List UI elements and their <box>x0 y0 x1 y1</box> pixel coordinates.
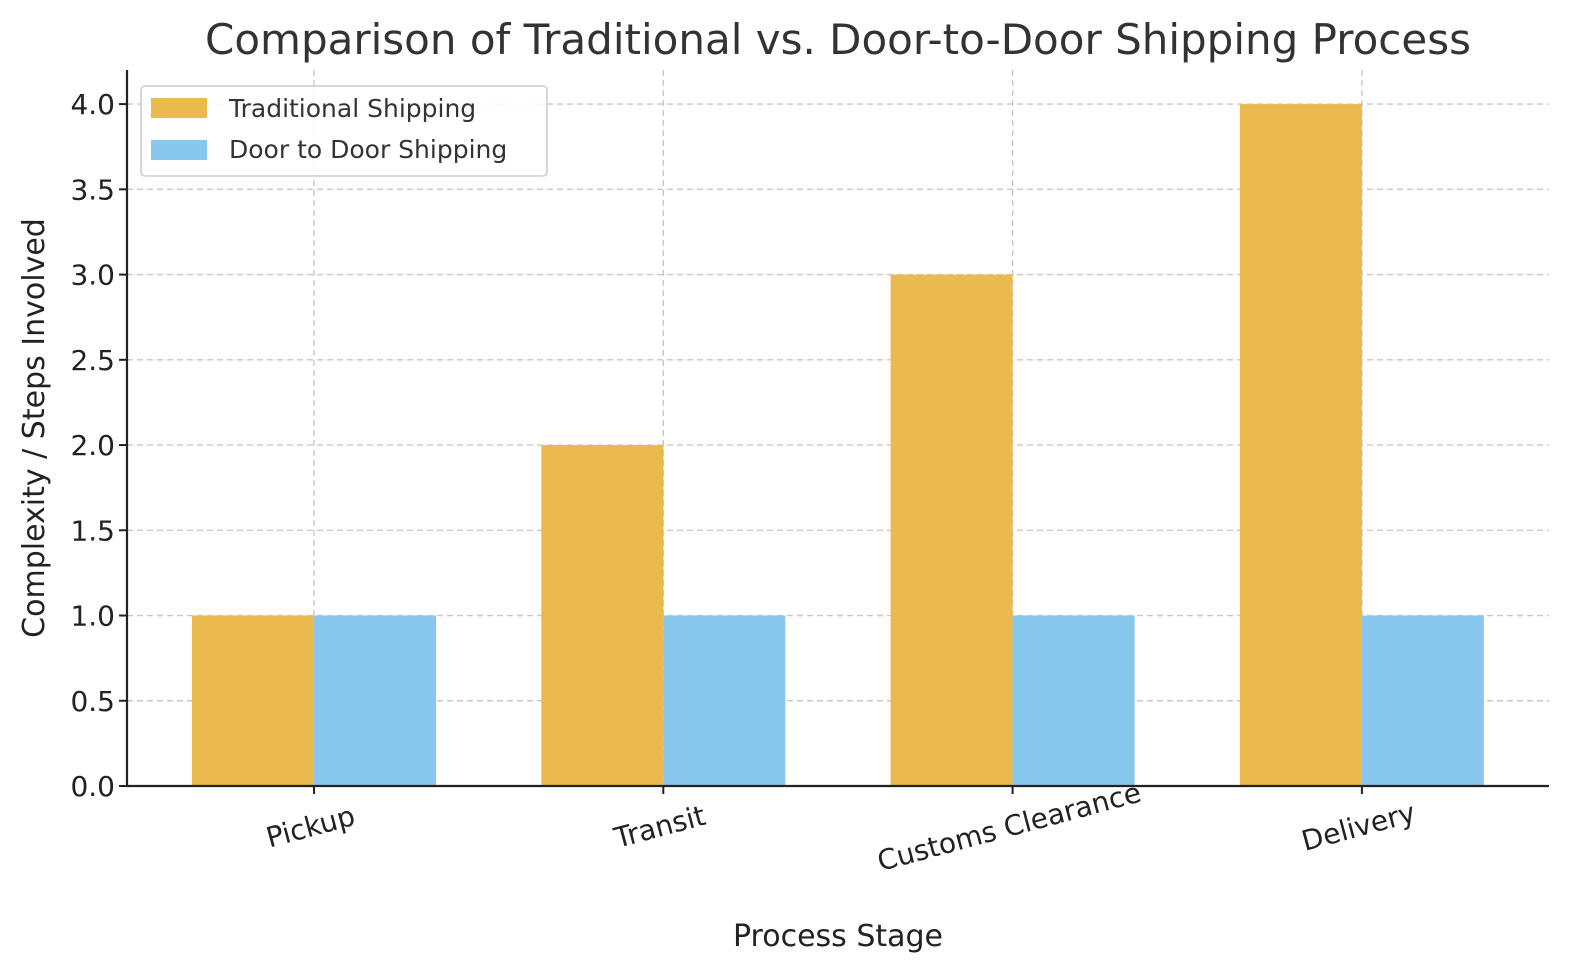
y-tick-label: 1.0 <box>70 600 115 633</box>
bar-traditional-delivery <box>1239 104 1362 787</box>
x-tick-label: Transit <box>610 799 709 855</box>
chart-title: Comparison of Traditional vs. Door-to-Do… <box>205 15 1471 64</box>
bar-traditional-pickup <box>192 615 314 786</box>
y-tick-label: 2.5 <box>70 344 115 377</box>
y-tick-label: 3.0 <box>70 259 115 292</box>
axes <box>119 70 1549 794</box>
x-tick-label: Customs Clearance <box>874 776 1145 878</box>
bar-door-to-door-pickup <box>314 615 436 786</box>
y-tick-label: 2.0 <box>70 429 115 462</box>
legend-frame <box>140 85 548 177</box>
legend-label-door-to-door: Door to Door Shipping <box>229 135 507 164</box>
legend-swatch-door-to-door <box>151 140 207 160</box>
bar-door-to-door-transit <box>663 615 786 786</box>
y-tick-label: 4.0 <box>70 88 115 121</box>
y-tick-label: 0.5 <box>70 685 115 718</box>
legend-label-traditional: Traditional Shipping <box>228 94 476 123</box>
bar-traditional-transit <box>541 445 664 786</box>
y-tick-label: 3.5 <box>70 173 115 206</box>
bar-door-to-door-delivery <box>1361 615 1484 786</box>
y-axis-label: Complexity / Steps Involved <box>17 218 52 638</box>
x-axis-label: Process Stage <box>733 919 943 954</box>
x-tick-label: Delivery <box>1298 796 1419 858</box>
legend: Traditional Shipping Door to Door Shippi… <box>140 85 548 177</box>
bar-door-to-door-customs-clearance <box>1012 615 1135 786</box>
x-tick-label: Pickup <box>263 799 359 854</box>
bar-traditional-customs-clearance <box>890 274 1013 786</box>
y-tick-label: 0.0 <box>70 770 115 803</box>
y-tick-label: 1.5 <box>70 514 115 547</box>
legend-swatch-traditional <box>151 98 207 118</box>
bars <box>192 104 1484 787</box>
